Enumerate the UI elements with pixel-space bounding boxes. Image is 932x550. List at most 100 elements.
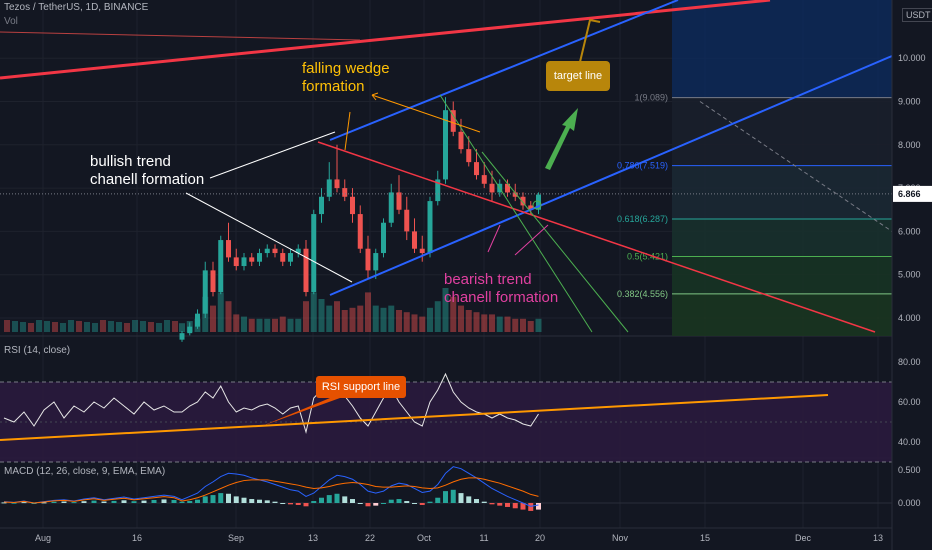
- volume-bar: [172, 321, 178, 332]
- macd-hist-bar: [121, 500, 127, 503]
- lower-blue-channel: [329, 55, 893, 296]
- volume-bar: [341, 310, 348, 332]
- signal-line: [3, 477, 539, 504]
- time-tick-label: 13: [873, 533, 883, 543]
- candle-body: [466, 149, 472, 163]
- volume-bar: [318, 299, 325, 332]
- time-tick-label: Oct: [417, 533, 432, 543]
- candle-body: [365, 248, 371, 271]
- rsi-tick-label: 80.00: [898, 357, 921, 367]
- volume-bar: [100, 320, 106, 332]
- macd-hist-bar: [350, 499, 355, 503]
- volume-bar: [481, 314, 488, 332]
- candle-body: [373, 253, 379, 271]
- volume-bar: [357, 305, 364, 332]
- volume-bar: [434, 301, 441, 332]
- candle-body: [357, 214, 363, 249]
- fib-level-label: 1(9.089): [634, 93, 668, 103]
- rsi-panel: [0, 372, 892, 463]
- volume-bar: [450, 296, 457, 332]
- time-tick-label: 13: [308, 533, 318, 543]
- macd-hist-bar: [326, 495, 332, 503]
- candle-body: [458, 131, 464, 150]
- volume-bar: [217, 292, 224, 332]
- fib-band: [672, 218, 892, 257]
- macd-hist-bar: [334, 493, 340, 503]
- volume-bar: [372, 305, 379, 332]
- wedge-green-line-1: [439, 94, 593, 333]
- macd-hist-bar: [241, 497, 247, 503]
- macd-hist-bar: [41, 502, 47, 504]
- macd-hist-bar: [51, 501, 57, 503]
- macd-hist-bar: [512, 503, 518, 509]
- macd-hist-bar: [365, 503, 371, 507]
- candle-body: [435, 179, 441, 202]
- candle-body: [396, 192, 402, 210]
- volume-bar: [264, 318, 271, 332]
- macd-hist-bar: [450, 489, 456, 503]
- macd-hist-bar: [151, 500, 157, 503]
- macd-hist-bar: [303, 503, 309, 507]
- macd-hist-bar: [226, 493, 231, 503]
- macd-hist-bar: [474, 499, 479, 503]
- macd-hist-bar: [111, 500, 117, 503]
- currency-badge[interactable]: USDT: [902, 8, 932, 22]
- candle-body: [218, 240, 224, 293]
- volume-bars: [4, 288, 542, 332]
- macd-hist-bar: [71, 502, 77, 504]
- macd-label: MACD (12, 26, close, 9, EMA, EMA): [4, 466, 166, 477]
- volume-bar: [132, 320, 138, 332]
- volume-bar: [287, 318, 294, 332]
- macd-hist-bar: [280, 503, 286, 504]
- volume-bar: [116, 322, 122, 332]
- time-tick-label: Nov: [612, 533, 629, 543]
- time-tick-label: Sep: [228, 533, 244, 543]
- volume-bar: [108, 321, 114, 332]
- macd-hist-bar: [311, 501, 317, 503]
- price-tick-label: 10.000: [898, 53, 926, 63]
- time-tick-label: 15: [700, 533, 710, 543]
- macd-hist-bar: [412, 503, 417, 504]
- macd-hist-bar: [404, 501, 410, 503]
- volume-bar: [225, 301, 232, 332]
- macd-hist-bar: [179, 501, 185, 503]
- macd-hist-bar: [101, 501, 107, 503]
- target-callout-tail: [579, 18, 601, 63]
- rsi-tick-label: 40.00: [898, 437, 921, 447]
- candle-body: [202, 270, 208, 314]
- macd-hist-bar: [288, 503, 293, 505]
- volume-bar: [473, 312, 480, 332]
- volume-bar: [380, 307, 387, 332]
- candle-body: [481, 175, 487, 184]
- green-up-arrow: [545, 108, 578, 170]
- macd-hist-bar: [381, 503, 386, 504]
- long-red-trendline: [0, 0, 771, 80]
- volume-bar: [52, 322, 58, 332]
- target-line-callout: target line: [546, 61, 610, 91]
- macd-hist-bar: [272, 501, 278, 503]
- rsi-support-callout: RSI support line: [316, 376, 406, 398]
- candle-body: [179, 333, 185, 340]
- fib-level-label: 0.5(5.421): [627, 251, 668, 261]
- volume-bar: [512, 318, 519, 332]
- volume-bar: [535, 318, 542, 332]
- volume-bar: [233, 314, 240, 332]
- macd-hist-bar: [171, 500, 177, 503]
- macd-panel: [0, 466, 892, 511]
- candle-body: [505, 183, 510, 193]
- volume-bar: [12, 321, 18, 332]
- volume-bar: [241, 316, 247, 332]
- rsi-tick-label: 60.00: [898, 397, 921, 407]
- candle-body: [512, 192, 518, 197]
- candle-body: [288, 253, 293, 262]
- volume-bar: [248, 318, 255, 332]
- volume-bar: [140, 321, 146, 332]
- macd-hist-bar: [505, 503, 510, 507]
- bullish-pointer-1: [209, 131, 336, 179]
- macd-hist-bar: [295, 503, 301, 505]
- volume-bar: [334, 301, 340, 332]
- candle-body: [303, 248, 309, 293]
- price-tick-label: 4.000: [898, 313, 921, 323]
- volume-bar: [527, 321, 534, 332]
